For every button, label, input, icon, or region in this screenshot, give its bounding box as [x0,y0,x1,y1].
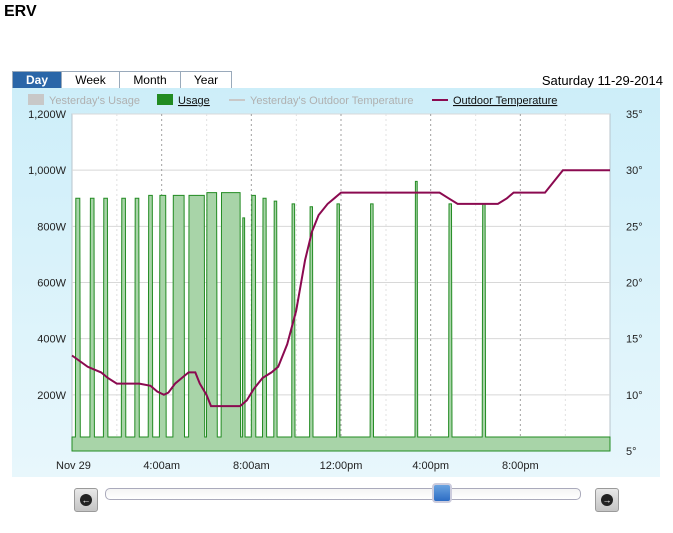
y-left-tick-label: 800W [37,221,66,233]
x-tick-label: 8:00pm [502,460,539,472]
page-title: ERV [4,3,37,20]
time-slider-handle[interactable] [432,483,452,503]
y-right-tick-label: 30° [626,165,643,177]
y-left-tick-label: 600W [37,278,66,290]
y-right-tick-label: 10° [626,390,643,402]
y-right-tick-label: 35° [626,109,643,121]
legend-item-label[interactable]: Outdoor Temperature [453,95,557,107]
y-right-tick-label: 25° [626,221,643,233]
outdoor-temperature-line [71,169,610,408]
x-tick-label: 4:00am [143,460,180,472]
y-right-tick-label: 15° [626,334,643,346]
legend-swatch-usage [157,94,173,105]
tab-week[interactable]: Week [62,71,120,89]
x-tick-label: 12:00pm [320,460,363,472]
arrow-left-icon: ← [80,494,92,506]
y-left-tick-label: 1,000W [28,165,67,177]
y-right-tick-label: 20° [626,278,643,290]
y-left-tick-label: 200W [37,390,66,402]
tab-year[interactable]: Year [181,71,232,89]
usage-series-area [71,180,611,452]
legend-item-label[interactable]: Yesterday's Outdoor Temperature [250,95,414,107]
range-tabs: Day Week Month Year [12,71,232,89]
y-left-tick-label: 1,200W [28,109,67,121]
arrow-right-icon: → [601,494,613,506]
legend-item-label[interactable]: Yesterday's Usage [49,95,140,107]
legend-item-label[interactable]: Usage [178,95,210,107]
tab-month[interactable]: Month [120,71,181,89]
y-right-tick-label: 5° [626,446,637,458]
next-day-button[interactable]: → [595,488,619,512]
x-tick-label: 8:00am [233,460,270,472]
time-slider-track[interactable] [105,488,581,500]
prev-day-button[interactable]: ← [74,488,98,512]
date-label: Saturday 11-29-2014 [541,73,663,88]
legend-swatch-yesterdays-usage [28,94,44,105]
y-left-tick-label: 400W [37,334,66,346]
tab-day[interactable]: Day [12,71,62,89]
x-tick-label: Nov 29 [56,460,91,472]
x-tick-label: 4:00pm [412,460,449,472]
